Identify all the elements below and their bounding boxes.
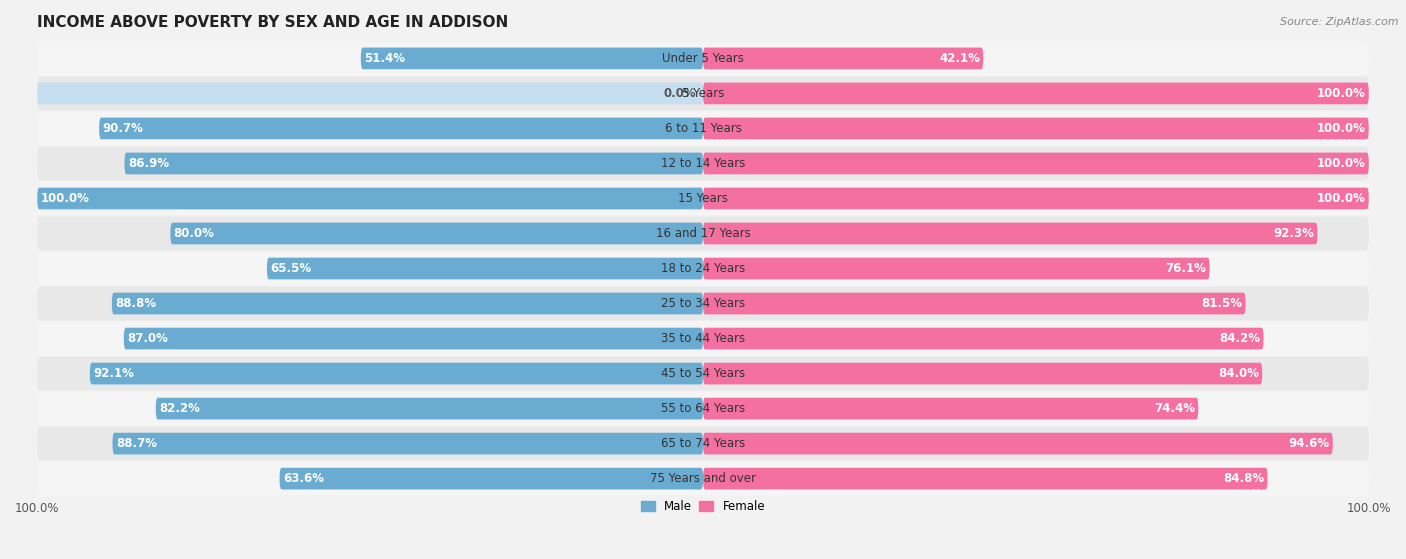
- Text: 15 Years: 15 Years: [678, 192, 728, 205]
- Text: 100.0%: 100.0%: [1316, 157, 1365, 170]
- FancyBboxPatch shape: [703, 397, 1198, 419]
- Text: 51.4%: 51.4%: [364, 52, 405, 65]
- FancyBboxPatch shape: [37, 462, 1369, 495]
- Text: 63.6%: 63.6%: [283, 472, 323, 485]
- Text: 6 to 11 Years: 6 to 11 Years: [665, 122, 741, 135]
- Text: 94.6%: 94.6%: [1288, 437, 1330, 450]
- Text: 80.0%: 80.0%: [174, 227, 215, 240]
- Text: 86.9%: 86.9%: [128, 157, 169, 170]
- Text: 55 to 64 Years: 55 to 64 Years: [661, 402, 745, 415]
- FancyBboxPatch shape: [703, 258, 1209, 280]
- FancyBboxPatch shape: [90, 363, 703, 385]
- Text: INCOME ABOVE POVERTY BY SEX AND AGE IN ADDISON: INCOME ABOVE POVERTY BY SEX AND AGE IN A…: [37, 15, 509, 30]
- Text: 90.7%: 90.7%: [103, 122, 143, 135]
- FancyBboxPatch shape: [703, 48, 983, 69]
- Text: 88.7%: 88.7%: [115, 437, 157, 450]
- FancyBboxPatch shape: [37, 77, 1369, 110]
- Text: 12 to 14 Years: 12 to 14 Years: [661, 157, 745, 170]
- FancyBboxPatch shape: [703, 222, 1317, 244]
- Text: 87.0%: 87.0%: [127, 332, 167, 345]
- Text: 65.5%: 65.5%: [270, 262, 311, 275]
- FancyBboxPatch shape: [37, 83, 703, 105]
- FancyBboxPatch shape: [37, 146, 1369, 180]
- FancyBboxPatch shape: [100, 117, 703, 139]
- FancyBboxPatch shape: [37, 392, 1369, 425]
- Text: 25 to 34 Years: 25 to 34 Years: [661, 297, 745, 310]
- FancyBboxPatch shape: [37, 252, 1369, 285]
- FancyBboxPatch shape: [703, 117, 1369, 139]
- FancyBboxPatch shape: [170, 222, 703, 244]
- Text: 65 to 74 Years: 65 to 74 Years: [661, 437, 745, 450]
- FancyBboxPatch shape: [37, 217, 1369, 250]
- Text: 84.0%: 84.0%: [1218, 367, 1258, 380]
- Text: 18 to 24 Years: 18 to 24 Years: [661, 262, 745, 275]
- Text: 100.0%: 100.0%: [1316, 122, 1365, 135]
- Legend: Male, Female: Male, Female: [636, 495, 770, 518]
- FancyBboxPatch shape: [37, 41, 1369, 75]
- FancyBboxPatch shape: [37, 357, 1369, 390]
- Text: Under 5 Years: Under 5 Years: [662, 52, 744, 65]
- Text: 45 to 54 Years: 45 to 54 Years: [661, 367, 745, 380]
- FancyBboxPatch shape: [361, 48, 703, 69]
- FancyBboxPatch shape: [37, 182, 1369, 215]
- Text: Source: ZipAtlas.com: Source: ZipAtlas.com: [1281, 17, 1399, 27]
- FancyBboxPatch shape: [112, 293, 703, 314]
- FancyBboxPatch shape: [156, 397, 703, 419]
- FancyBboxPatch shape: [703, 328, 1264, 349]
- Text: 81.5%: 81.5%: [1201, 297, 1243, 310]
- FancyBboxPatch shape: [37, 188, 703, 209]
- FancyBboxPatch shape: [37, 427, 1369, 461]
- Text: 5 Years: 5 Years: [682, 87, 724, 100]
- Text: 35 to 44 Years: 35 to 44 Years: [661, 332, 745, 345]
- Text: 84.8%: 84.8%: [1223, 472, 1264, 485]
- Text: 92.1%: 92.1%: [93, 367, 134, 380]
- FancyBboxPatch shape: [703, 188, 1369, 209]
- FancyBboxPatch shape: [124, 328, 703, 349]
- FancyBboxPatch shape: [37, 322, 1369, 356]
- Text: 100.0%: 100.0%: [41, 192, 90, 205]
- Text: 75 Years and over: 75 Years and over: [650, 472, 756, 485]
- Text: 84.2%: 84.2%: [1219, 332, 1260, 345]
- Text: 76.1%: 76.1%: [1166, 262, 1206, 275]
- Text: 100.0%: 100.0%: [1316, 192, 1365, 205]
- FancyBboxPatch shape: [37, 287, 1369, 320]
- Text: 100.0%: 100.0%: [1316, 87, 1365, 100]
- Text: 74.4%: 74.4%: [1154, 402, 1195, 415]
- Text: 92.3%: 92.3%: [1274, 227, 1315, 240]
- Text: 82.2%: 82.2%: [159, 402, 200, 415]
- FancyBboxPatch shape: [703, 83, 1369, 105]
- FancyBboxPatch shape: [267, 258, 703, 280]
- FancyBboxPatch shape: [125, 153, 703, 174]
- FancyBboxPatch shape: [703, 293, 1246, 314]
- Text: 42.1%: 42.1%: [939, 52, 980, 65]
- Text: 16 and 17 Years: 16 and 17 Years: [655, 227, 751, 240]
- FancyBboxPatch shape: [280, 468, 703, 490]
- FancyBboxPatch shape: [703, 153, 1369, 174]
- Text: 0.0%: 0.0%: [664, 87, 696, 100]
- Text: 88.8%: 88.8%: [115, 297, 156, 310]
- FancyBboxPatch shape: [703, 468, 1268, 490]
- FancyBboxPatch shape: [37, 112, 1369, 145]
- FancyBboxPatch shape: [703, 363, 1263, 385]
- FancyBboxPatch shape: [112, 433, 703, 454]
- FancyBboxPatch shape: [703, 433, 1333, 454]
